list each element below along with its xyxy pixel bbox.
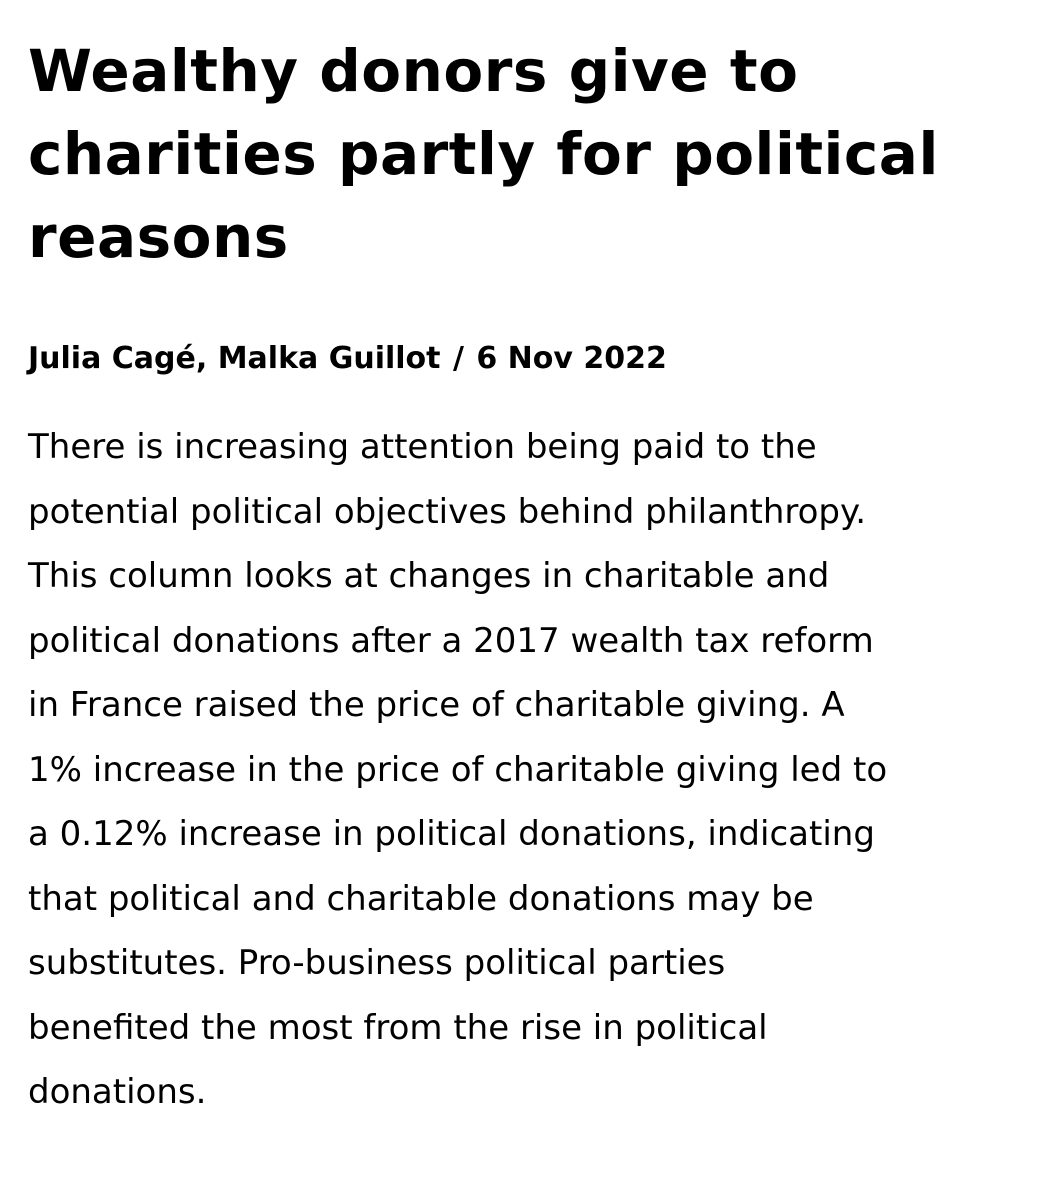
summary-line: 1% increase in the price of charitable g… xyxy=(28,749,888,790)
summary-line: This column looks at changes in charitab… xyxy=(28,556,830,596)
summary-line: that political and charitable donations … xyxy=(28,878,814,919)
article-summary: There is increasing attention being paid… xyxy=(28,415,1038,1125)
byline-date: 6 Nov 2022 xyxy=(476,341,667,376)
byline: Julia Cagé, Malka Guillot / 6 Nov 2022 xyxy=(28,339,1038,379)
summary-line: donations. xyxy=(28,1072,207,1112)
summary-line: potential political objectives behind ph… xyxy=(28,491,867,532)
article-headline: Wealthy donors give to charities partly … xyxy=(28,37,939,271)
summary-line: in France raised the price of charitable… xyxy=(28,685,845,725)
summary-line: a 0.12% increase in political donations,… xyxy=(28,814,875,854)
article: Wealthy donors give to charities partly … xyxy=(28,30,1038,1125)
byline-separator: / xyxy=(442,341,475,376)
summary-line: There is increasing attention being paid… xyxy=(28,427,817,467)
summary-line: substitutes. Pro-business political part… xyxy=(28,943,726,983)
summary-line: political donations after a 2017 wealth … xyxy=(28,620,874,661)
byline-authors: Julia Cagé, Malka Guillot xyxy=(28,341,441,376)
summary-line: benefited the most from the rise in poli… xyxy=(28,1007,768,1048)
